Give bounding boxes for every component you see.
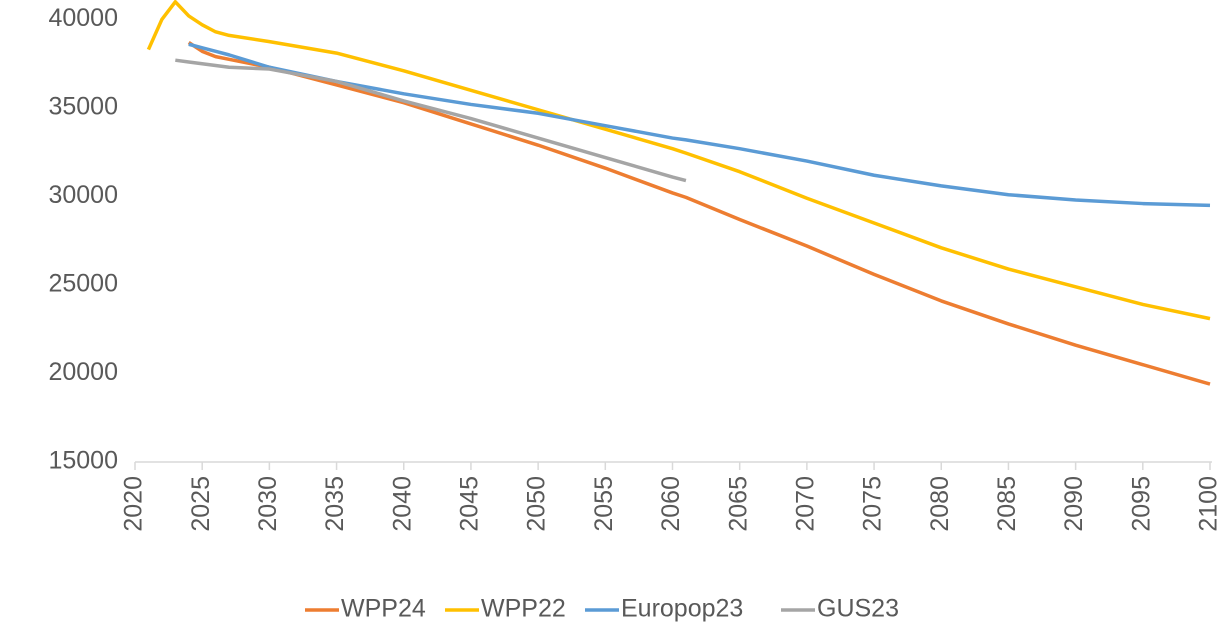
x-tick-label: 2050 [523,476,551,532]
x-tick-label: 2090 [1060,476,1088,532]
x-tick-label: 2055 [590,476,618,532]
x-tick-label: 2025 [187,476,215,532]
y-tick-label: 30000 [48,181,118,209]
legend-label: Europop23 [621,595,743,623]
x-tick-label: 2080 [926,476,954,532]
x-tick-label: 2020 [120,476,148,532]
line-series [187,41,1211,386]
y-tick-label: 15000 [48,447,118,475]
y-tick-label: 20000 [48,358,118,386]
x-tick-label: 2075 [859,476,887,532]
legend-label: GUS23 [817,595,899,623]
line-series [175,58,687,183]
line-series [146,0,1211,321]
y-tick-label: 35000 [48,93,118,121]
x-tick-label: 2070 [791,476,819,532]
x-tick-label: 2060 [657,476,685,532]
x-tick-label: 2085 [993,476,1021,532]
x-tick-label: 2035 [321,476,349,532]
x-tick-label: 2100 [1195,476,1223,532]
legend-label: WPP24 [341,595,426,623]
x-tick-label: 2065 [724,476,752,532]
x-tick-label: 2030 [254,476,282,532]
line-series [188,42,1211,208]
x-tick-label: 2095 [1127,476,1155,532]
y-tick-label: 25000 [48,270,118,298]
y-tick-label: 40000 [48,4,118,32]
x-tick-label: 2040 [388,476,416,532]
x-tick-label: 2045 [456,476,484,532]
legend-label: WPP22 [481,595,566,623]
